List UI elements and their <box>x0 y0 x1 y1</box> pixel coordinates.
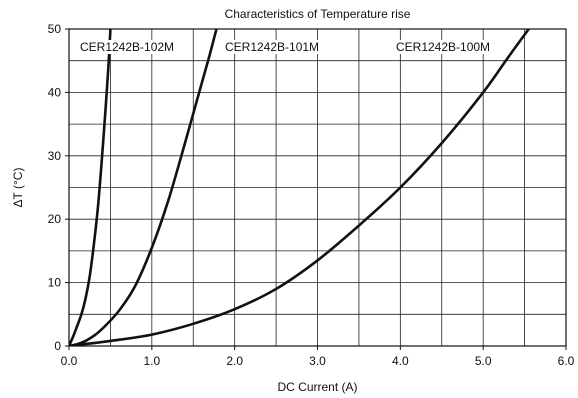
y-tick-label: 10 <box>48 276 62 290</box>
axes: 0.0 1.0 2.0 3.0 4.0 5.0 6.0 0 10 20 30 40 50 <box>48 22 575 368</box>
y-axis-title: ΔT (°C) <box>11 168 25 208</box>
x-tick-label: 3.0 <box>309 354 326 368</box>
series-label: CER1242B-101M <box>225 40 319 54</box>
series-label: CER1242B-102M <box>80 40 174 54</box>
y-tick-label: 0 <box>54 339 61 353</box>
x-tick-label: 1.0 <box>143 354 160 368</box>
chart-title: Characteristics of Temperature rise <box>225 7 411 21</box>
series-line-cer1242b-100m <box>69 29 531 346</box>
x-tick-label: 0.0 <box>61 354 78 368</box>
y-tick-label: 30 <box>48 149 62 163</box>
series-line-cer1242b-102m <box>69 29 112 346</box>
x-tick-label: 6.0 <box>558 354 575 368</box>
series-label-background <box>223 40 318 54</box>
series-label: CER1242B-100M <box>396 40 490 54</box>
labels-layer: CER1242B-102M CER1242B-101M CER1242B-100M C… <box>11 7 490 394</box>
y-tick-label: 40 <box>48 85 62 99</box>
grid <box>69 29 566 346</box>
x-tick-label: 4.0 <box>392 354 409 368</box>
x-tick-label: 5.0 <box>475 354 492 368</box>
series-line-cer1242b-101m <box>69 29 218 346</box>
y-tick-label: 20 <box>48 212 62 226</box>
y-tick-label: 50 <box>48 22 62 36</box>
x-axis-title: DC Current (A) <box>277 380 357 394</box>
series-label-background <box>78 40 173 54</box>
series-layer <box>69 29 531 346</box>
x-tick-label: 2.0 <box>226 354 243 368</box>
series-label-background <box>394 40 489 54</box>
